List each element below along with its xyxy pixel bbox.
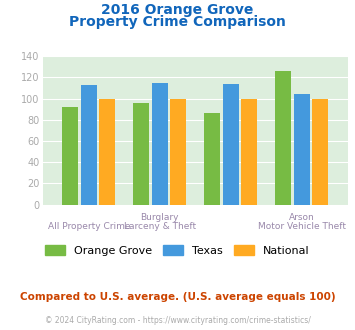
Text: Compared to U.S. average. (U.S. average equals 100): Compared to U.S. average. (U.S. average … [20,292,335,302]
Text: Motor Vehicle Theft: Motor Vehicle Theft [258,222,346,231]
Bar [62,107,78,205]
Text: Property Crime Comparison: Property Crime Comparison [69,15,286,29]
Bar [223,84,239,205]
Bar [275,71,291,205]
Text: Burglary: Burglary [141,213,179,222]
Bar [170,99,186,205]
Legend: Orange Grove, Texas, National: Orange Grove, Texas, National [41,241,314,260]
Bar [312,99,328,205]
Text: All Property Crime: All Property Crime [48,222,130,231]
Text: Larceny & Theft: Larceny & Theft [124,222,196,231]
Bar [294,94,310,205]
Text: 2016 Orange Grove: 2016 Orange Grove [101,3,254,17]
Text: © 2024 CityRating.com - https://www.cityrating.com/crime-statistics/: © 2024 CityRating.com - https://www.city… [45,316,310,325]
Bar [241,99,257,205]
Bar [152,82,168,205]
Bar [133,103,149,205]
Bar [204,114,220,205]
Text: Arson: Arson [289,213,315,222]
Bar [99,99,115,205]
Bar [81,85,97,205]
